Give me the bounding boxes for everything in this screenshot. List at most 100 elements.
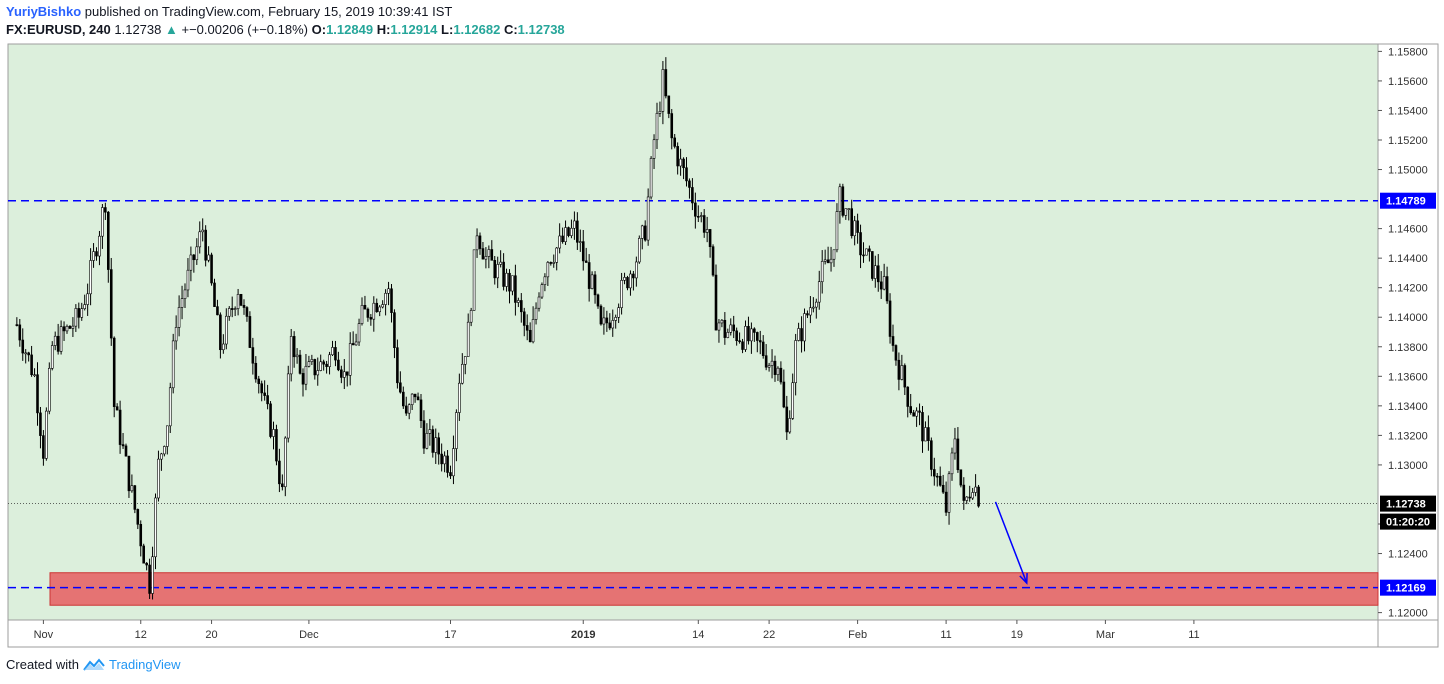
candle-body xyxy=(794,340,797,384)
candle xyxy=(953,427,957,460)
candle xyxy=(30,345,33,377)
candle-body xyxy=(599,305,603,325)
candle xyxy=(24,349,28,364)
published-text: published on TradingView.com, February 1… xyxy=(84,4,453,19)
candle xyxy=(404,396,408,416)
candle-body xyxy=(328,354,331,367)
candle xyxy=(151,546,154,600)
candle-body xyxy=(493,260,497,279)
candle xyxy=(711,244,715,277)
candle-body xyxy=(705,229,709,233)
candle xyxy=(487,245,491,269)
candle xyxy=(340,365,343,384)
candle-body xyxy=(340,369,343,378)
candle xyxy=(779,361,783,385)
candle-body xyxy=(696,215,700,218)
author-link[interactable]: YuriyBishko xyxy=(6,4,82,19)
candle-body xyxy=(652,139,656,159)
tradingview-logo-icon xyxy=(83,657,105,671)
candle-body xyxy=(770,360,774,366)
candle xyxy=(15,317,19,327)
candle xyxy=(92,243,95,268)
candle xyxy=(27,351,30,362)
candle xyxy=(104,202,107,220)
candle xyxy=(962,477,966,510)
candle xyxy=(466,313,470,357)
candle xyxy=(767,362,771,372)
support-zone xyxy=(49,572,1379,606)
candle-body xyxy=(283,437,287,488)
candle-body xyxy=(56,335,60,352)
candle xyxy=(384,289,387,316)
candle-body xyxy=(850,208,854,237)
candle-body xyxy=(977,486,980,507)
candle xyxy=(605,310,609,332)
symbol-info: FX:EURUSD, 240 1.12738 ▲ +−0.00206 (+−0.… xyxy=(6,22,565,37)
candle xyxy=(652,134,656,170)
candle xyxy=(584,247,588,263)
candle-body xyxy=(142,545,145,564)
candle xyxy=(968,485,972,502)
candle xyxy=(399,371,402,394)
candle-body xyxy=(210,254,213,284)
candle xyxy=(806,310,809,319)
candle-body xyxy=(941,484,945,493)
candle-body xyxy=(21,339,25,354)
candle-body xyxy=(803,313,806,342)
candle xyxy=(658,101,662,117)
candle xyxy=(345,371,349,387)
candle xyxy=(555,246,559,271)
candle-body xyxy=(189,254,193,271)
candle-body xyxy=(626,277,629,289)
candle-body xyxy=(399,382,402,393)
price-tick-label: 1.15800 xyxy=(1388,46,1428,58)
candle-body xyxy=(797,328,800,341)
candle xyxy=(758,330,762,355)
candle-body xyxy=(260,383,264,394)
candle-body xyxy=(726,332,730,338)
candle-body xyxy=(469,310,473,323)
candle-body xyxy=(112,337,116,407)
tradingview-brand[interactable]: TradingView xyxy=(108,657,181,672)
candle xyxy=(573,211,576,240)
candle xyxy=(201,218,204,242)
candle-body xyxy=(357,323,361,343)
candle-body xyxy=(263,392,266,396)
candle xyxy=(263,380,266,401)
price-axis[interactable]: 1.15800 1.15600 1.15400 1.15200 1.15000 1.146… xyxy=(1378,46,1436,620)
candle-body xyxy=(956,438,960,471)
time-axis[interactable]: Nov 12 20 Dec 17 2019 14 22 Feb 11 19 Mar 11 xyxy=(34,620,1200,641)
candle xyxy=(661,61,665,125)
candle xyxy=(74,304,78,332)
candle-body xyxy=(655,113,659,141)
candle-body xyxy=(310,359,314,363)
candle-body xyxy=(531,319,535,343)
candles-layer xyxy=(15,57,980,600)
candle xyxy=(213,278,216,307)
candle xyxy=(564,220,567,246)
candle-body xyxy=(230,308,234,310)
candle xyxy=(519,293,523,323)
candle-body xyxy=(298,354,302,374)
candle-body xyxy=(971,492,974,499)
candle-body xyxy=(446,455,449,473)
last-price: 1.12738 xyxy=(114,22,162,37)
candle-body xyxy=(567,227,570,236)
candle-body xyxy=(407,404,411,414)
candle xyxy=(166,425,169,455)
candle-body xyxy=(227,308,231,317)
candle-body xyxy=(372,302,376,320)
candle xyxy=(667,95,671,119)
candle xyxy=(434,428,438,464)
candle-body xyxy=(871,251,874,279)
candle-body xyxy=(180,298,184,308)
candle-body xyxy=(154,497,157,558)
candle-body xyxy=(879,281,883,290)
candle-body xyxy=(192,254,196,261)
candle-body xyxy=(354,341,358,346)
candle xyxy=(189,246,193,282)
candle xyxy=(499,250,502,268)
candle-body xyxy=(847,208,851,210)
time-tick-label: 11 xyxy=(940,629,951,641)
